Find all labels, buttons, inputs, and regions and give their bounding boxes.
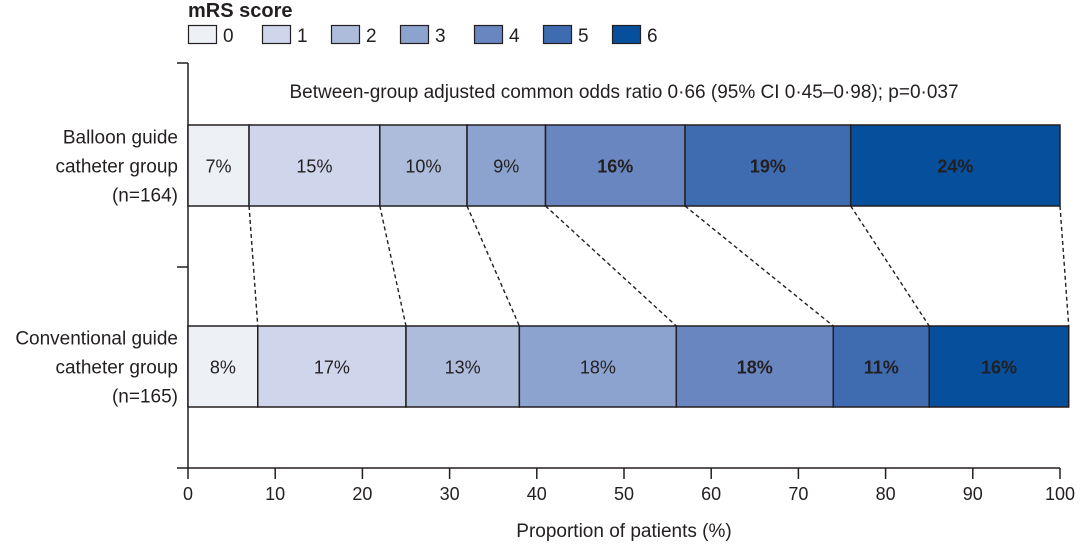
- bar-segment-mrs-0: [187, 124, 250, 207]
- legend-swatch-1: [261, 24, 292, 45]
- segment-label: 18%: [580, 358, 616, 378]
- segment-label: 7%: [206, 157, 232, 177]
- bar-segment-mrs-2: [405, 325, 521, 408]
- connector-lines: [248, 205, 1070, 327]
- legend-label-1: 1: [297, 26, 308, 47]
- segment-label: 15%: [296, 157, 332, 177]
- segment-label: 8%: [210, 358, 236, 378]
- legend-swatch-3: [399, 24, 430, 45]
- segment-label: 24%: [937, 157, 973, 177]
- connector-line: [466, 205, 521, 327]
- legend-swatch-4: [473, 24, 504, 45]
- group-label-conventional: Conventional guide catheter group (n=165): [15, 329, 178, 408]
- group-label-line: Conventional guide: [15, 329, 178, 350]
- group-label-line: catheter group: [55, 157, 178, 178]
- x-tick-label-30: 30: [440, 484, 460, 504]
- legend-swatch-2: [330, 24, 361, 45]
- y-axis: Balloon guide catheter group (n=164) Conven…: [15, 62, 189, 469]
- segment-label: 19%: [750, 157, 786, 177]
- bar-segment-mrs-1: [257, 325, 407, 408]
- bar-segment-mrs-5: [832, 325, 930, 408]
- legend-label-5: 5: [578, 26, 589, 47]
- x-tick-label-90: 90: [963, 484, 983, 504]
- x-axis: 0 10 20 30 40 50 60 70 80 90 100: [183, 467, 1075, 504]
- bar-segment-mrs-2: [379, 124, 468, 207]
- segment-label: 11%: [864, 358, 899, 378]
- x-tick-label-100: 100: [1045, 484, 1075, 504]
- group-label-line: (n=164): [112, 186, 178, 207]
- segment-label: 18%: [737, 358, 773, 378]
- legend-label-6: 6: [647, 26, 658, 47]
- legend-title: mRS score: [188, 0, 293, 22]
- legend-swatch-5: [542, 24, 573, 45]
- odds-ratio-annotation: Between-group adjusted common odds ratio…: [289, 82, 958, 103]
- group-label-line: catheter group: [55, 358, 178, 379]
- bar-segment-mrs-6: [928, 325, 1070, 408]
- x-tick-label-0: 0: [183, 484, 193, 504]
- x-tick-label-40: 40: [527, 484, 547, 504]
- segment-label: 17%: [314, 358, 350, 378]
- bar-segment-mrs-4: [544, 124, 686, 207]
- bar-segment-mrs-4: [675, 325, 835, 408]
- group-label-balloon: Balloon guide catheter group (n=164): [55, 128, 178, 207]
- legend: mRS score 0 1 2 3 4 5 6: [187, 0, 658, 47]
- segment-label: 10%: [405, 157, 441, 177]
- connector-line: [545, 205, 677, 327]
- group-label-line: Balloon guide: [63, 128, 178, 149]
- legend-label-2: 2: [366, 26, 377, 47]
- group-label-line: (n=165): [112, 387, 178, 408]
- legend-swatch-6: [611, 24, 642, 45]
- bar-segment-mrs-3: [466, 124, 547, 207]
- x-tick-label-80: 80: [876, 484, 896, 504]
- x-tick-label-70: 70: [788, 484, 808, 504]
- legend-swatch-0: [187, 24, 218, 45]
- x-tick-label-50: 50: [614, 484, 634, 504]
- bar-segment-mrs-3: [518, 325, 678, 408]
- bar-segment-mrs-1: [248, 124, 381, 207]
- legend-label-4: 4: [509, 26, 520, 47]
- bar-segment-mrs-5: [684, 124, 852, 207]
- connector-line: [248, 205, 259, 327]
- segment-label: 9%: [493, 157, 519, 177]
- segment-label: 16%: [981, 358, 1017, 378]
- connector-line: [1059, 205, 1070, 327]
- x-tick-label-60: 60: [701, 484, 721, 504]
- bar-segment-mrs-6: [849, 124, 1061, 207]
- segment-label: 16%: [597, 157, 633, 177]
- x-tick-label-10: 10: [265, 484, 285, 504]
- x-axis-label: Proportion of patients (%): [516, 521, 731, 542]
- legend-label-3: 3: [435, 26, 446, 47]
- bars: 7% 15% 10% 9% 16% 19% 24% 8% 17% 13% 18% 18% 11% 16%: [187, 124, 1070, 408]
- segment-label: 13%: [445, 358, 481, 378]
- legend-label-0: 0: [223, 26, 234, 47]
- connector-line: [379, 205, 407, 327]
- x-tick-label-20: 20: [352, 484, 372, 504]
- connector-line: [684, 205, 834, 327]
- connector-line: [850, 205, 930, 327]
